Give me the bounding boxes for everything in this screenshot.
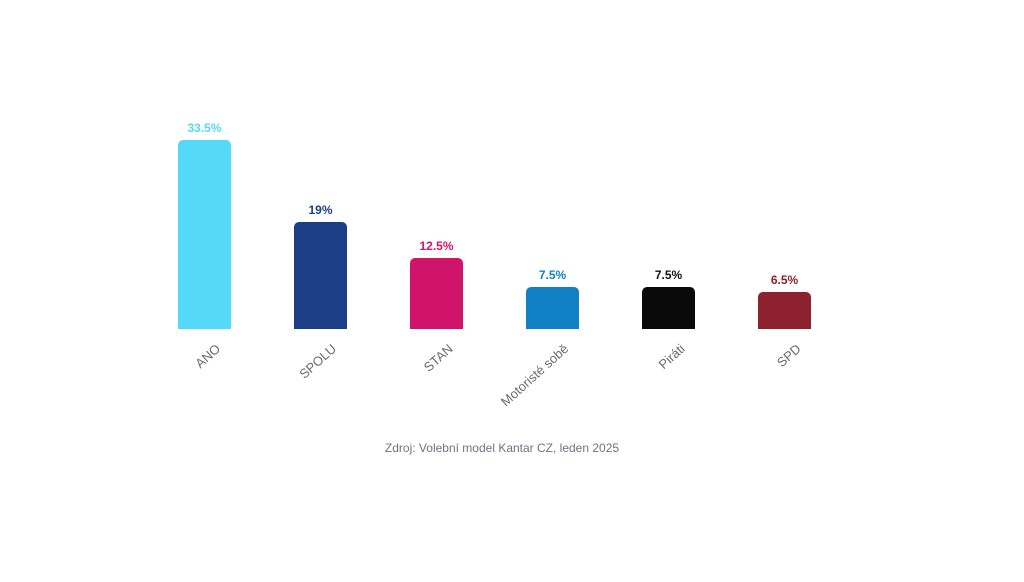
bar-value-label-motoriste-sobe: 7.5% <box>538 267 567 282</box>
category-label-stan: STAN <box>420 341 456 375</box>
bar-value-label-pirati: 7.5% <box>654 267 683 282</box>
category-label-motoriste-sobe: Motoristé sobě <box>498 341 572 410</box>
bar-motoriste-sobe <box>526 286 579 329</box>
category-label-pirati: Piráti <box>655 341 688 372</box>
category-label-spolu: SPOLU <box>296 341 340 382</box>
bar-stan <box>410 258 463 329</box>
bar-value-label-ano: 33.5% <box>187 121 222 135</box>
bar-value-label-spolu: 19% <box>308 202 333 217</box>
bar-pirati <box>642 286 695 329</box>
category-label-ano: ANO <box>192 341 224 371</box>
bar-value-label-spd: 6.5% <box>770 273 799 288</box>
bar-spd <box>758 292 811 329</box>
bar-value-label-stan: 12.5% <box>419 239 454 254</box>
bar-ano <box>178 140 231 329</box>
category-label-spd: SPD <box>773 341 804 371</box>
source-caption: Zdroj: Volební model Kantar CZ, leden 20… <box>384 441 620 455</box>
bar-spolu <box>294 221 347 329</box>
